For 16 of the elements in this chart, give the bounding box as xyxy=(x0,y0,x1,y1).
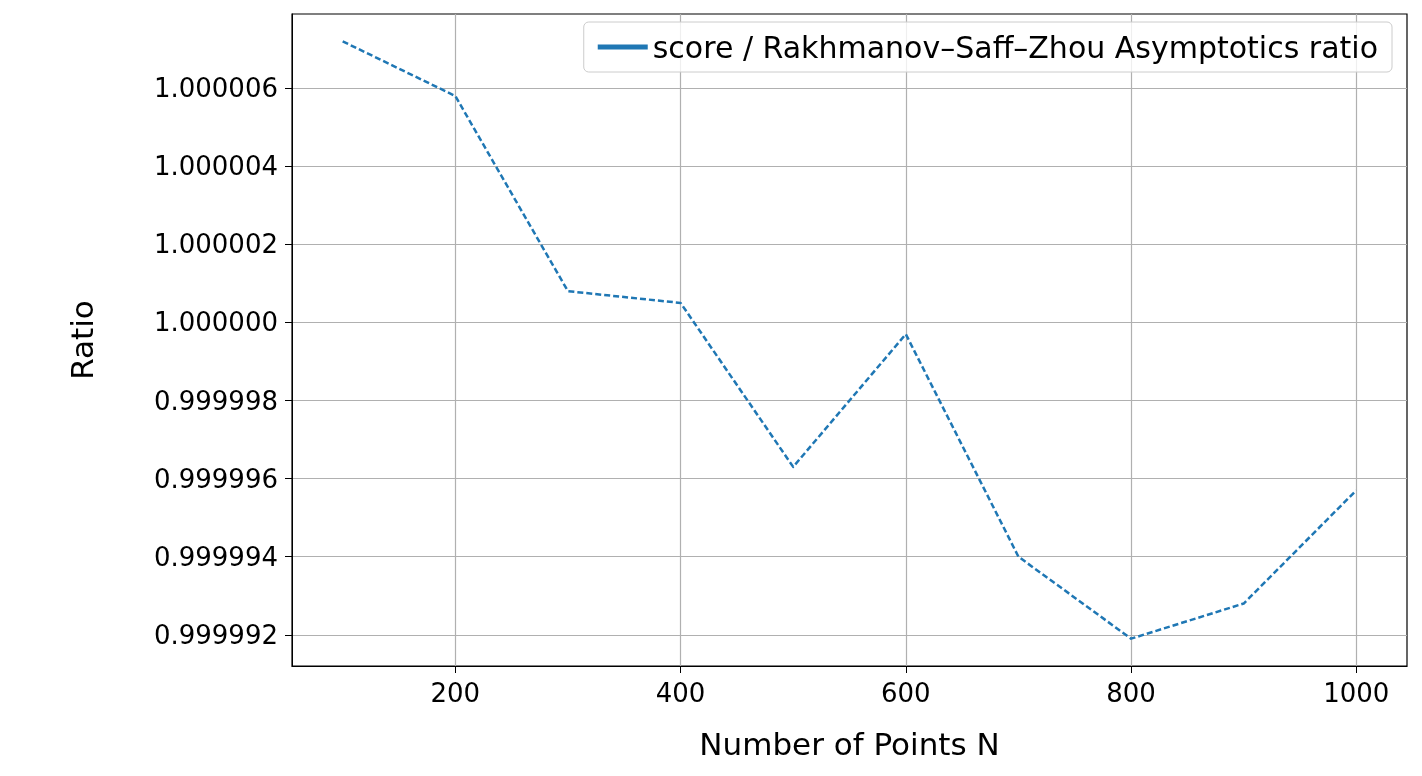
y-tick-label: 1.000006 xyxy=(153,73,278,104)
x-tick-label: 800 xyxy=(1106,678,1156,708)
y-axis-title: Ratio xyxy=(63,300,100,380)
y-tick-label: 0.999994 xyxy=(153,541,278,572)
x-tick-label: 400 xyxy=(655,678,706,708)
x-tick-label: 200 xyxy=(430,678,481,708)
y-tick-label: 1.000004 xyxy=(153,151,278,182)
x-tick-label: 600 xyxy=(880,678,931,708)
y-tick-label: 1.000000 xyxy=(153,307,278,338)
legend-label: score / Rakhmanov–Saff–Zhou Asymptotics ratio xyxy=(652,29,1379,65)
y-tick-label: 0.999996 xyxy=(153,463,278,494)
x-axis-title: Number of Points N xyxy=(699,725,1000,762)
y-tick-label: 0.999998 xyxy=(153,385,278,416)
y-tick-label: 0.999992 xyxy=(153,619,278,650)
y-tick-label: 1.000002 xyxy=(153,229,278,260)
x-tick-label: 1000 xyxy=(1323,678,1390,708)
